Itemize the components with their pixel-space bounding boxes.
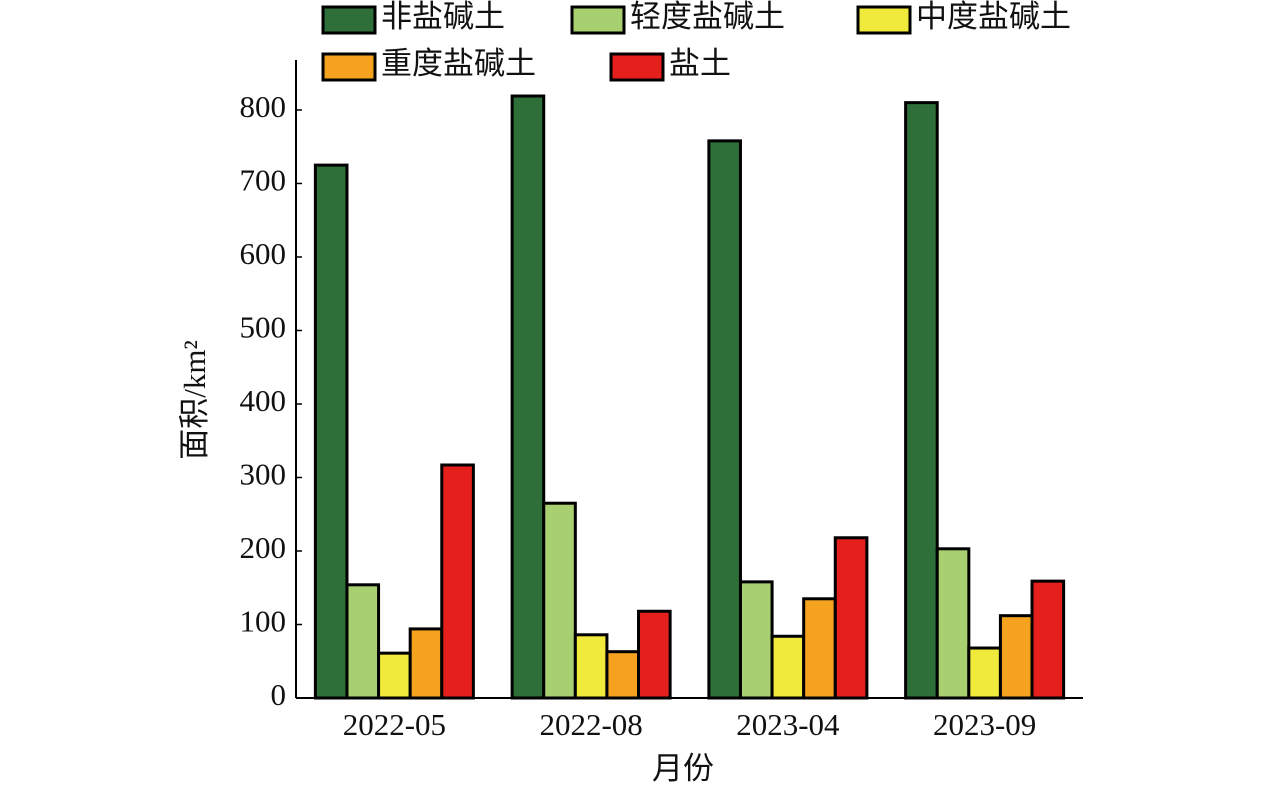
y-tick-label: 800 bbox=[240, 89, 287, 124]
y-tick-label: 200 bbox=[240, 530, 287, 565]
bar bbox=[998, 614, 1034, 700]
bar bbox=[770, 634, 806, 700]
legend-label: 重度盐碱土 bbox=[381, 46, 536, 81]
y-axis-label: 面积/km² bbox=[177, 340, 212, 460]
y-tick-label: 700 bbox=[240, 163, 287, 198]
bar bbox=[408, 627, 444, 700]
bar bbox=[440, 463, 475, 700]
x-tick-label: 2023-09 bbox=[933, 707, 1036, 742]
x-tick-label: 2022-05 bbox=[343, 707, 446, 742]
bar bbox=[802, 597, 837, 700]
x-tick-label: 2023-04 bbox=[736, 707, 840, 742]
bar bbox=[605, 650, 641, 700]
bar bbox=[377, 651, 412, 700]
bar bbox=[707, 139, 742, 700]
bar bbox=[542, 501, 577, 700]
x-axis-label: 月份 bbox=[652, 751, 714, 786]
y-tick-label: 600 bbox=[240, 236, 287, 271]
bar bbox=[935, 547, 971, 700]
legend-label: 中度盐碱土 bbox=[916, 0, 1071, 34]
legend-label: 盐土 bbox=[669, 46, 731, 81]
bar bbox=[313, 163, 349, 700]
bar bbox=[967, 646, 1002, 700]
y-tick-label: 100 bbox=[240, 604, 287, 639]
bar bbox=[1030, 579, 1066, 700]
bar bbox=[904, 101, 939, 700]
bar bbox=[573, 633, 609, 700]
bar bbox=[637, 609, 672, 700]
y-tick-label: 0 bbox=[271, 677, 287, 712]
bar bbox=[510, 94, 546, 700]
y-tick-label: 500 bbox=[240, 310, 287, 345]
y-tick-label: 300 bbox=[240, 457, 287, 492]
legend-swatch bbox=[321, 52, 377, 82]
bar bbox=[833, 536, 869, 700]
bar bbox=[738, 580, 774, 700]
legend-swatch bbox=[609, 52, 665, 82]
legend-swatch bbox=[856, 5, 912, 35]
x-tick-label: 2022-08 bbox=[539, 707, 642, 742]
legend-swatch bbox=[321, 5, 377, 35]
legend-swatch bbox=[570, 5, 626, 35]
bar bbox=[345, 583, 381, 700]
legend-label: 非盐碱土 bbox=[381, 0, 505, 34]
y-tick-label: 400 bbox=[240, 383, 287, 418]
legend-label: 轻度盐碱土 bbox=[630, 0, 785, 34]
